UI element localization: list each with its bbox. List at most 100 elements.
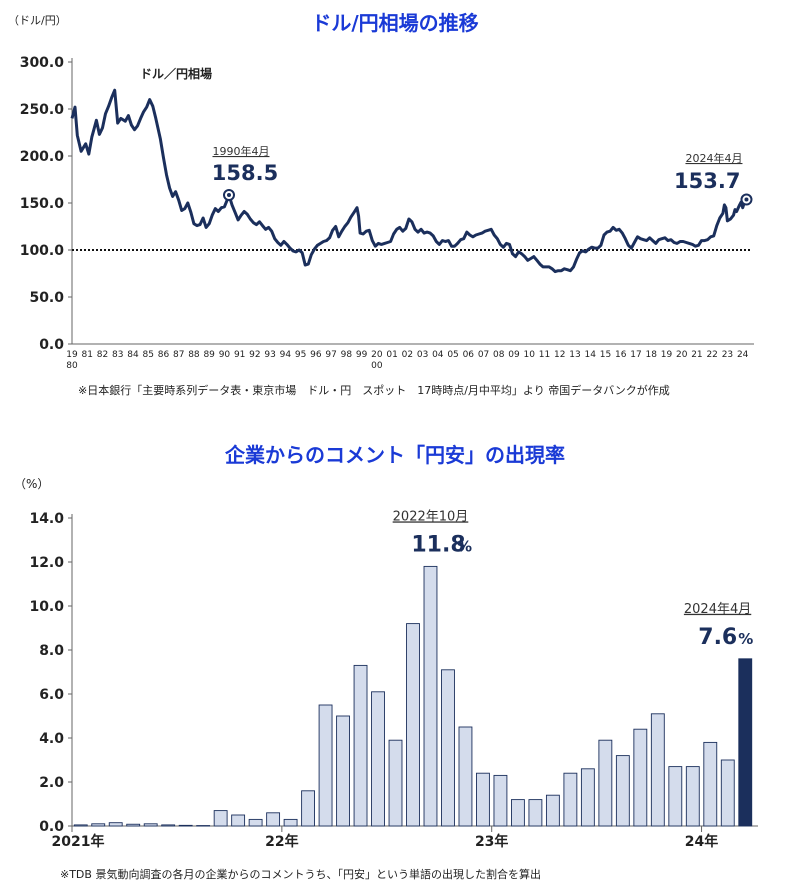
series-label: ドル／円相場 <box>140 66 212 81</box>
chart1-x-tick-label: 23 <box>722 350 733 360</box>
comment-ratio-bar <box>493 774 508 827</box>
chart1-x-tick-label: 12 <box>554 350 565 360</box>
annotation-value: 158.5 <box>212 161 278 185</box>
comment-ratio-bar <box>353 664 368 827</box>
comment-ratio-bar <box>108 822 123 827</box>
comment-ratio-bar <box>178 824 193 827</box>
chart1-x-tick-label: 90 <box>219 350 231 360</box>
chart1-y-tick-label: 300.0 <box>20 55 65 71</box>
comment-ratio-bar <box>615 755 630 827</box>
chart1-x-tick-label: 99 <box>356 350 368 360</box>
comment-ratio-bar <box>318 704 333 827</box>
chart1-y-tick-label: 100.0 <box>20 243 65 259</box>
chart1-x-tick-label: 86 <box>158 350 170 360</box>
chart1-y-tick-label: 250.0 <box>20 102 65 118</box>
comment-ratio-bar <box>371 691 385 827</box>
comment-ratio-bar <box>406 623 420 827</box>
chart1-x-tick-label: 08 <box>493 350 505 360</box>
chart2-y-tick-label: 4.0 <box>39 731 64 747</box>
comment-ratio-bar <box>528 799 543 827</box>
chart1-x-tick-label: 07 <box>478 350 489 360</box>
comment-ratio-bar <box>423 565 438 827</box>
annotation-value: 11.8 <box>411 532 465 557</box>
chart1-x-tick-label: 19 80 <box>66 350 78 371</box>
chart2-x-tick-label: 23年 <box>475 833 508 850</box>
chart2-y-tick-label: 2.0 <box>39 775 64 791</box>
annotation-unit: % <box>457 537 472 555</box>
chart1-x-tick-label: 13 <box>569 350 580 360</box>
chart1-x-tick-label: 98 <box>341 350 353 360</box>
comment-ratio-bar <box>563 772 578 827</box>
annotation-marker-dot <box>226 193 231 198</box>
chart1-x-tick-label: 89 <box>203 350 215 360</box>
chart1-x-tick-label: 87 <box>173 350 184 360</box>
chart1-x-tick-label: 22 <box>706 350 717 360</box>
chart2-y-tick-label: 0.0 <box>39 819 64 835</box>
comment-ratio-bar <box>720 759 735 827</box>
chart2-x-tick-label: 2021年 <box>52 833 105 850</box>
comment-ratio-bar <box>668 766 683 827</box>
chart1-x-tick-label: 92 <box>249 350 260 360</box>
comment-ratio-bar <box>231 814 246 827</box>
chart1-x-tick-label: 97 <box>325 350 336 360</box>
chart1-x-tick-label: 21 <box>691 350 702 360</box>
chart1-title: ドル/円相場の推移 <box>311 11 478 35</box>
comment-ratio-bar <box>283 818 298 827</box>
chart1-source-note: ※日本銀行「主要時系列データ表・東京市場 ドル・円 スポット 17時時点/月中平… <box>78 383 670 397</box>
chart2-y-tick-label: 8.0 <box>39 643 64 659</box>
chart1-y-tick-label: 200.0 <box>20 149 65 165</box>
chart1-x-tick-label: 16 <box>615 350 627 360</box>
chart1-x-tick-label: 03 <box>417 350 428 360</box>
chart1-x-tick-label: 09 <box>508 350 520 360</box>
chart1-x-tick-label: 04 <box>432 350 444 360</box>
chart1-x-tick-label: 20 00 <box>371 350 383 371</box>
yen-weak-comment-bar-chart: 企業からのコメント「円安」の出現率 （%） 14.0 12.0 10.0 8.0 6.0 4.… <box>14 443 758 881</box>
chart1-y-tick-label: 0.0 <box>39 337 64 353</box>
comment-ratio-bar <box>633 728 648 827</box>
comment-ratio-bar <box>91 823 106 827</box>
comment-ratio-bar <box>476 772 490 827</box>
comment-ratio-bar <box>650 713 665 827</box>
chart1-x-tick-label: 10 <box>524 350 536 360</box>
chart1-y-unit: （ドル/円） <box>8 14 67 27</box>
comment-ratio-bar <box>511 799 525 827</box>
chart2-y-tick-label: 12.0 <box>29 555 64 571</box>
chart1-x-tick-label: 20 <box>676 350 688 360</box>
chart1-x-tick-label: 81 <box>82 350 93 360</box>
chart1-x-tick-label: 14 <box>585 350 597 360</box>
annotation-date: 1990年4月 <box>212 144 269 158</box>
comment-ratio-bar <box>441 669 455 827</box>
comment-ratio-bar <box>161 824 176 827</box>
chart1-x-tick-label: 05 <box>447 350 458 360</box>
chart1-x-tick-label: 06 <box>463 350 475 360</box>
chart2-x-tick-label: 22年 <box>265 833 298 850</box>
chart2-y-tick-label: 10.0 <box>29 599 64 615</box>
comment-ratio-bar <box>685 766 700 827</box>
annotation-marker-dot <box>744 197 749 202</box>
comment-ratio-bar <box>738 658 753 827</box>
chart2-y-tick-label: 14.0 <box>29 511 64 527</box>
chart1-x-tick-label: 94 <box>280 350 292 360</box>
comment-ratio-bar <box>336 715 350 827</box>
chart1-x-tick-label: 95 <box>295 350 306 360</box>
chart2-title: 企業からのコメント「円安」の出現率 <box>224 443 565 467</box>
annotation-date: 2024年4月 <box>685 151 742 165</box>
chart1-x-tick-label: 24 <box>737 350 749 360</box>
annotation-unit: % <box>738 630 753 648</box>
usd-jpy-line-chart: ドル/円相場の推移（ドル/円）300.0250.0200.0150.0100.0… <box>8 11 754 397</box>
chart1-x-tick-label: 02 <box>402 350 413 360</box>
comment-ratio-bar <box>266 812 281 827</box>
comment-ratio-bar <box>248 818 263 827</box>
chart2-x-tick-label: 24年 <box>685 833 718 850</box>
annotation-value: 153.7 <box>674 169 740 193</box>
comment-ratio-bar <box>73 824 88 827</box>
chart1-y-tick-label: 150.0 <box>20 196 65 212</box>
annotation-date: 2022年10月 <box>393 509 469 524</box>
comment-ratio-bar <box>545 794 560 827</box>
comment-ratio-bar <box>598 739 613 827</box>
chart1-x-tick-label: 84 <box>127 350 139 360</box>
chart1-x-tick-label: 18 <box>645 350 657 360</box>
annotation-value: 7.6 <box>698 625 737 650</box>
comment-ratio-bar <box>196 825 211 827</box>
